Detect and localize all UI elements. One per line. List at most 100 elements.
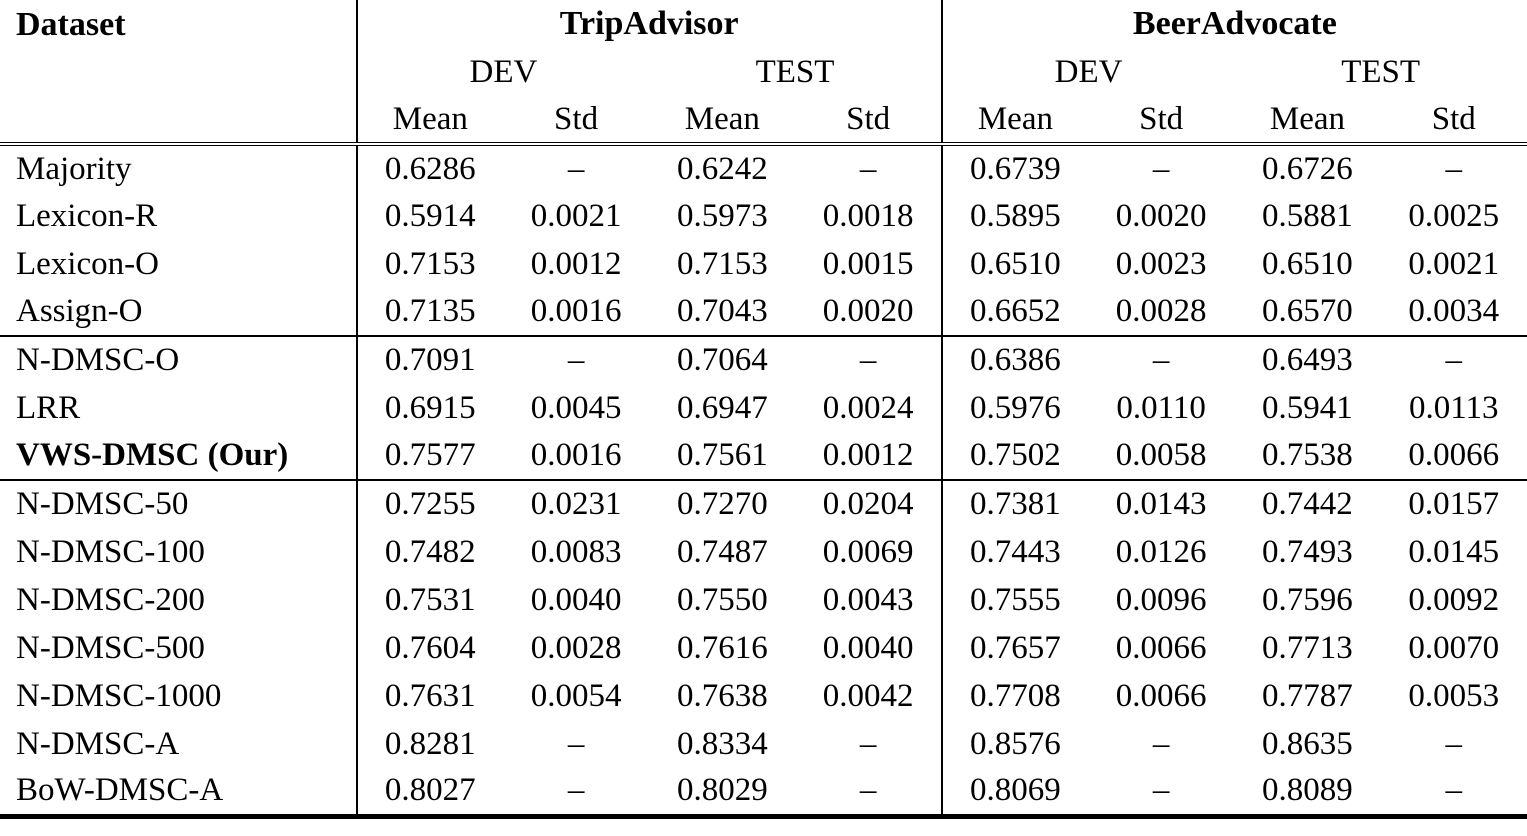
table-row-bow-dmsc-a: BoW-DMSC-A 0.8027 – 0.8029 – 0.8069 – 0.… <box>0 768 1527 816</box>
value-cell: 0.6510 <box>1262 245 1353 282</box>
value-cell: 0.6493 <box>1262 342 1353 378</box>
value-cell: 0.0028 <box>530 629 622 666</box>
column-header-ta-dev-std: Std <box>554 100 599 137</box>
value-cell: 0.7550 <box>676 581 768 618</box>
value-cell: 0.8089 <box>1262 772 1353 809</box>
value-cell: 0.8635 <box>1262 725 1353 762</box>
value-cell: 0.8029 <box>676 772 768 809</box>
value-cell: 0.7596 <box>1262 581 1353 618</box>
value-cell: 0.0058 <box>1115 437 1207 473</box>
value-cell: 0.8027 <box>384 772 476 809</box>
value-cell: 0.7787 <box>1262 677 1353 714</box>
value-cell: 0.0231 <box>530 486 622 522</box>
value-cell: 0.7708 <box>970 677 1061 714</box>
value-cell: 0.5976 <box>970 389 1061 426</box>
dataset-label-cell: N-DMSC-O <box>0 336 358 384</box>
value-cell: – <box>795 336 943 384</box>
value-cell: 0.7638 <box>676 677 768 714</box>
value-cell: 0.0096 <box>1115 581 1207 618</box>
dataset-label-cell: LRR <box>0 384 358 432</box>
value-cell: 0.7270 <box>676 486 768 522</box>
value-cell: 0.6386 <box>970 342 1061 378</box>
dataset-label-cell: N-DMSC-200 <box>0 576 358 624</box>
value-cell: 0.7153 <box>676 245 768 282</box>
value-cell: 0.0018 <box>795 192 943 240</box>
table-row-n-dmsc-50: N-DMSC-50 0.7255 0.0231 0.7270 0.0204 0.… <box>0 480 1527 528</box>
dataset-label-cell: N-DMSC-1000 <box>0 672 358 720</box>
value-cell: 0.0012 <box>795 432 943 480</box>
value-cell: 0.6726 <box>1262 150 1353 187</box>
value-cell: 0.0066 <box>1115 677 1207 714</box>
value-cell: 0.0042 <box>795 672 943 720</box>
column-header-ba-dev: DEV <box>1054 53 1123 90</box>
value-cell: 0.7255 <box>384 486 476 522</box>
value-cell: 0.7381 <box>970 486 1061 522</box>
value-cell: 0.7561 <box>676 437 768 473</box>
dataset-label-cell: BoW-DMSC-A <box>0 768 358 816</box>
value-cell: 0.7043 <box>676 293 768 329</box>
dataset-label-cell: N-DMSC-100 <box>0 528 358 576</box>
value-cell: 0.0070 <box>1408 629 1500 666</box>
value-cell: 0.0015 <box>795 240 943 288</box>
column-header-ba-test: TEST <box>1341 53 1421 90</box>
value-cell: 0.0204 <box>795 480 943 528</box>
value-cell: 0.7442 <box>1262 486 1353 522</box>
dataset-label-cell: VWS-DMSC (Our) <box>0 432 358 480</box>
column-header-ta-test: TEST <box>649 48 943 96</box>
value-cell: 0.7153 <box>384 245 476 282</box>
value-cell: 0.0040 <box>530 581 622 618</box>
value-cell: 0.7064 <box>676 342 768 378</box>
value-cell: 0.7604 <box>384 629 476 666</box>
value-cell: 0.0054 <box>530 677 622 714</box>
dataset-label-cell: Lexicon-O <box>0 240 358 288</box>
table-row-lexicon-r: Lexicon-R 0.5914 0.0021 0.5973 0.0018 0.… <box>0 192 1527 240</box>
table-row-n-dmsc-100: N-DMSC-100 0.7482 0.0083 0.7487 0.0069 0… <box>0 528 1527 576</box>
value-cell: 0.5881 <box>1262 197 1353 234</box>
table-row-n-dmsc-500: N-DMSC-500 0.7604 0.0028 0.7616 0.0040 0… <box>0 624 1527 672</box>
value-cell: 0.0023 <box>1115 245 1207 282</box>
value-cell: 0.6510 <box>970 245 1061 282</box>
value-cell: 0.8281 <box>384 725 476 762</box>
supervised-block: N-DMSC-50 0.7255 0.0231 0.7270 0.0204 0.… <box>0 480 1527 816</box>
value-cell: – <box>1152 342 1170 378</box>
value-cell: 0.7538 <box>1262 437 1353 473</box>
column-header-ta-test-mean: Mean <box>684 100 760 137</box>
value-cell: – <box>795 720 943 768</box>
value-cell: 0.0069 <box>795 528 943 576</box>
table-row-n-dmsc-o: N-DMSC-O 0.7091 – 0.7064 – 0.6386 – 0.64… <box>0 336 1527 384</box>
value-cell: 0.0020 <box>1115 197 1207 234</box>
dataset-label-cell: Assign-O <box>0 288 358 336</box>
value-cell: – <box>567 342 585 378</box>
table-row-vws-dmsc-our: VWS-DMSC (Our) 0.7577 0.0016 0.7561 0.00… <box>0 432 1527 480</box>
value-cell: 0.0110 <box>1116 389 1206 426</box>
value-cell: – <box>1445 772 1463 809</box>
value-cell: 0.0066 <box>1115 629 1207 666</box>
value-cell: 0.7616 <box>676 629 768 666</box>
column-header-ta-dev: DEV <box>469 53 538 90</box>
value-cell: 0.7091 <box>384 342 476 378</box>
value-cell: 0.6286 <box>384 150 476 187</box>
value-cell: – <box>1152 725 1170 762</box>
value-cell: 0.0092 <box>1408 581 1500 618</box>
value-cell: – <box>567 725 585 762</box>
baseline-block: Majority 0.6286 – 0.6242 – 0.6739 – 0.67… <box>0 144 1527 336</box>
value-cell: 0.0012 <box>530 245 622 282</box>
table-row-n-dmsc-a: N-DMSC-A 0.8281 – 0.8334 – 0.8576 – 0.86… <box>0 720 1527 768</box>
value-cell: 0.7502 <box>970 437 1061 473</box>
value-cell: 0.7487 <box>676 533 768 570</box>
value-cell: 0.0113 <box>1409 389 1499 426</box>
value-cell: – <box>567 150 585 187</box>
value-cell: 0.7555 <box>970 581 1061 618</box>
header-row-groups: Dataset TripAdvisor BeerAdvocate <box>0 0 1527 144</box>
value-cell: – <box>567 772 585 809</box>
header-row-stats: Mean Std Mean Std Mean Std Mean Std <box>0 96 1527 144</box>
value-cell: 0.6652 <box>970 293 1061 329</box>
value-cell: 0.6570 <box>1262 293 1353 329</box>
dataset-label-cell: N-DMSC-500 <box>0 624 358 672</box>
value-cell: – <box>1152 150 1170 187</box>
results-table: Dataset TripAdvisor BeerAdvocate DEV TES… <box>0 0 1527 819</box>
value-cell: 0.8069 <box>970 772 1061 809</box>
value-cell: 0.0143 <box>1115 486 1207 522</box>
weak-supervision-block: N-DMSC-O 0.7091 – 0.7064 – 0.6386 – 0.64… <box>0 336 1527 480</box>
value-cell: 0.5973 <box>676 197 768 234</box>
